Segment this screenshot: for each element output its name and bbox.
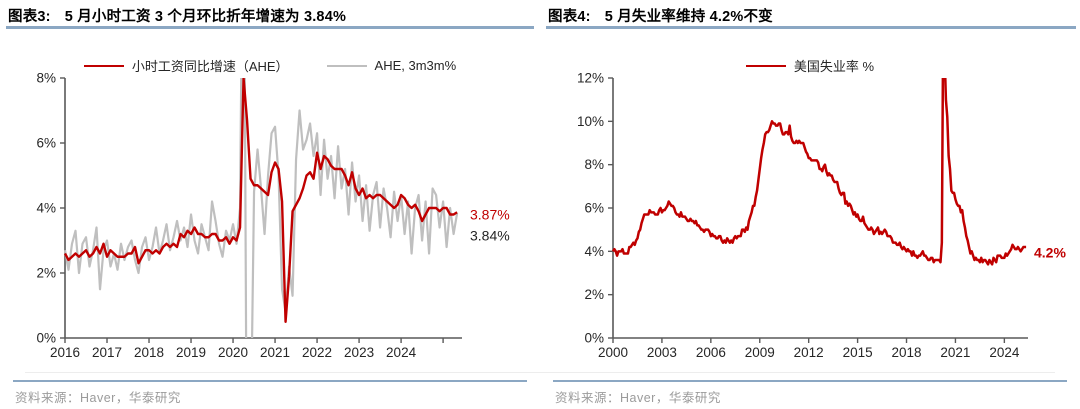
x-tick-label: 2016 — [50, 345, 80, 360]
figure3-title-tag: 图表3: — [8, 9, 51, 25]
legend-label: 美国失业率 % — [793, 59, 875, 74]
end-value-label: 3.84% — [470, 228, 510, 244]
x-tick-label: 2017 — [92, 345, 122, 360]
x-tick-label: 2003 — [647, 345, 677, 360]
y-tick-label: 6% — [584, 201, 604, 216]
x-tick-label: 2022 — [302, 345, 332, 360]
figure3-title-rule — [6, 26, 534, 29]
x-tick-label: 2018 — [891, 345, 921, 360]
y-tick-label: 8% — [36, 71, 56, 86]
x-tick-label: 2012 — [794, 345, 824, 360]
y-tick-label: 4% — [584, 244, 604, 259]
x-tick-label: 2024 — [386, 345, 417, 360]
page-divider-line — [25, 372, 1055, 373]
figure4-source: 资料来源：Haver，华泰研究 — [555, 391, 721, 405]
legend-item: AHE, 3m3m% — [326, 58, 457, 73]
figure3-legend: 小时工资同比增速（AHE） AHE, 3m3m% — [0, 56, 540, 75]
figure4-title: 图表4: 5 月失业率维持 4.2%不变 — [548, 5, 773, 26]
figure4-title-rule — [546, 26, 1076, 29]
y-tick-label: 0% — [36, 331, 56, 346]
legend-line-swatch — [83, 64, 124, 67]
x-tick-label: 2020 — [218, 345, 248, 360]
x-tick-label: 2018 — [134, 345, 164, 360]
x-tick-label: 2023 — [344, 345, 374, 360]
figure4-footer-rule — [553, 380, 1067, 382]
y-tick-label: 0% — [584, 331, 604, 346]
figure3-source: 资料来源：Haver，华泰研究 — [15, 391, 181, 405]
legend-line-swatch — [745, 64, 786, 67]
x-tick-label: 2021 — [940, 345, 970, 360]
figure3-footer-rule — [13, 380, 527, 382]
y-tick-label: 6% — [36, 136, 56, 151]
y-tick-label: 12% — [577, 71, 604, 86]
legend-line-swatch — [326, 64, 367, 67]
chart-panel-1: 0% 2% 4% 6% 8% 10% 12% 2000 2003 2006 2009 2012 2015… — [577, 71, 1066, 361]
series-line — [612, 78, 1027, 266]
y-tick-label: 8% — [584, 157, 604, 172]
figure4-title-tag: 图表4: — [548, 9, 591, 25]
chart-panel-0: 0% 2% 4% 6% 8% 2016 2017 2018 2019 2020 2021 2022 20… — [36, 71, 510, 361]
legend-item: 美国失业率 % — [745, 56, 875, 75]
legend-label: 小时工资同比增速（AHE） — [131, 59, 289, 74]
legend-label: AHE, 3m3m% — [374, 58, 457, 73]
x-tick-label: 2000 — [598, 345, 628, 360]
x-tick-label: 2021 — [260, 345, 290, 360]
legend-item: 小时工资同比增速（AHE） — [83, 56, 289, 75]
y-tick-label: 2% — [584, 287, 604, 302]
figure3-title-text: 5 月小时工资 3 个月环比折年增速为 3.84% — [64, 9, 347, 25]
x-tick-label: 2009 — [745, 345, 775, 360]
figure3-title: 图表3: 5 月小时工资 3 个月环比折年增速为 3.84% — [8, 5, 346, 26]
x-tick-label: 2019 — [176, 345, 206, 360]
y-tick-label: 4% — [36, 201, 56, 216]
figure4-legend: 美国失业率 % — [540, 56, 1080, 75]
series-line — [64, 78, 458, 323]
x-tick-label: 2006 — [696, 345, 726, 360]
end-value-label: 3.87% — [470, 207, 510, 223]
figure4-title-text: 5 月失业率维持 4.2%不变 — [604, 9, 773, 25]
x-tick-label: 2015 — [843, 345, 873, 360]
end-value-label: 4.2% — [1034, 244, 1066, 260]
y-tick-label: 2% — [36, 266, 56, 281]
x-tick-label: 2024 — [989, 345, 1020, 360]
y-tick-label: 10% — [577, 114, 604, 129]
